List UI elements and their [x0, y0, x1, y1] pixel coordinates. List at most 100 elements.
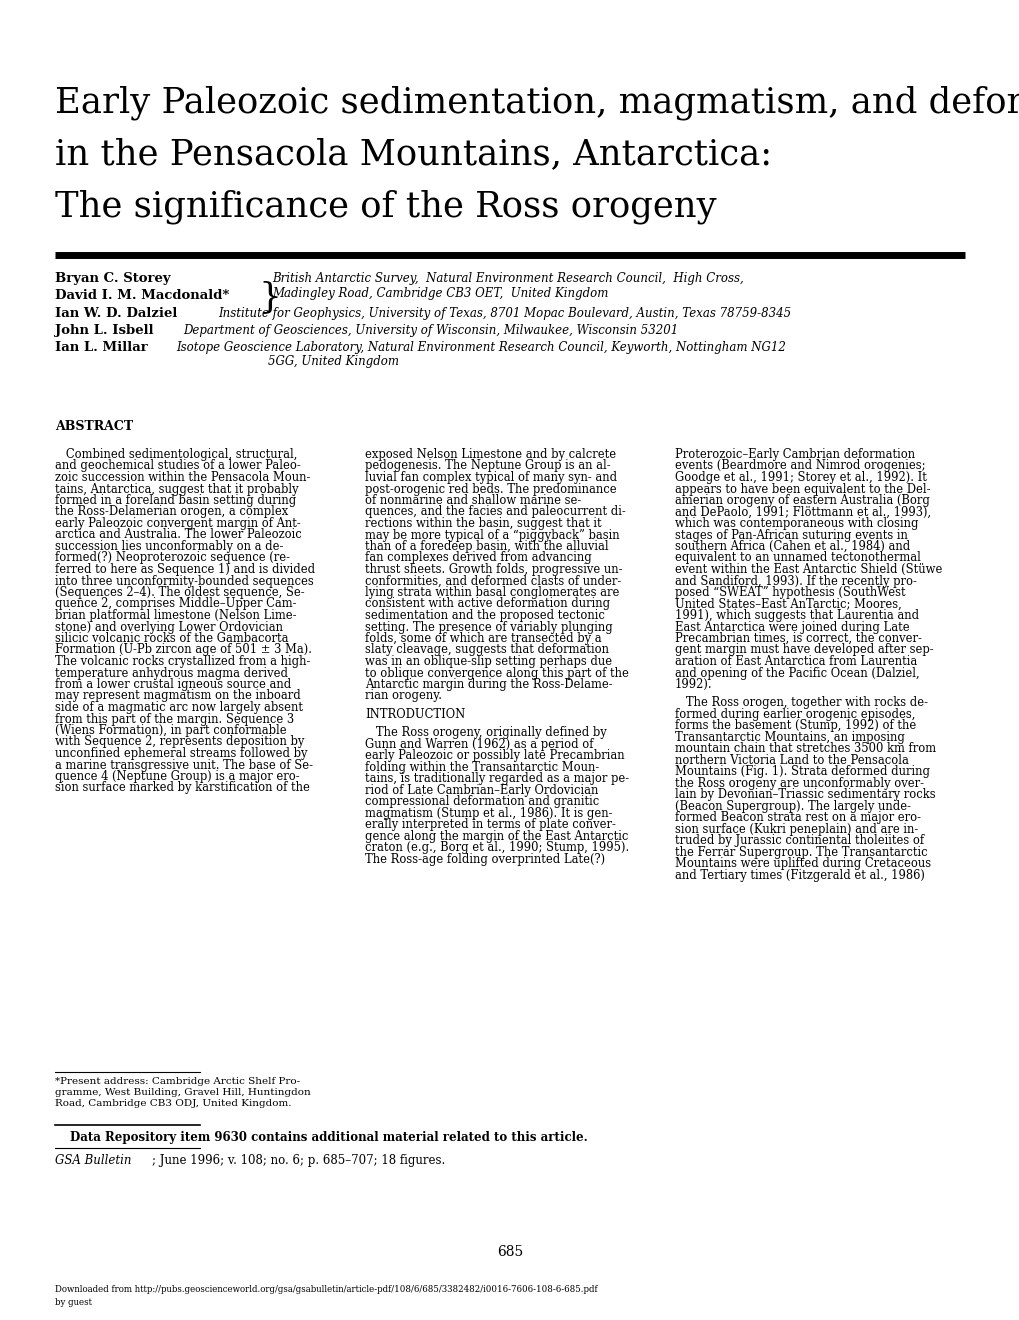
Text: truded by Jurassic continental tholeiites of: truded by Jurassic continental tholeiite… — [675, 834, 923, 847]
Text: British Antarctic Survey,  Natural Environment Research Council,  High Cross,: British Antarctic Survey, Natural Enviro… — [272, 272, 743, 285]
Text: post-orogenic red beds. The predominance: post-orogenic red beds. The predominance — [365, 483, 616, 495]
Text: tains, Antarctica, suggest that it probably: tains, Antarctica, suggest that it proba… — [55, 483, 299, 495]
Text: The Ross orogen, together with rocks de-: The Ross orogen, together with rocks de- — [675, 697, 927, 709]
Text: succession lies unconformably on a de-: succession lies unconformably on a de- — [55, 540, 283, 553]
Text: formed(?) Neoproterozoic sequence (re-: formed(?) Neoproterozoic sequence (re- — [55, 552, 289, 565]
Text: Downloaded from http://pubs.geoscienceworld.org/gsa/gsabulletin/article-pdf/108/: Downloaded from http://pubs.geosciencewo… — [55, 1284, 597, 1294]
Text: The Ross orogeny, originally defined by: The Ross orogeny, originally defined by — [365, 726, 606, 739]
Text: (Sequences 2–4). The oldest sequence, Se-: (Sequences 2–4). The oldest sequence, Se… — [55, 586, 305, 599]
Text: brian platformal limestone (Nelson Lime-: brian platformal limestone (Nelson Lime- — [55, 609, 297, 622]
Text: erally interpreted in terms of plate conver-: erally interpreted in terms of plate con… — [365, 818, 615, 832]
Text: exposed Nelson Limestone and by calcrete: exposed Nelson Limestone and by calcrete — [365, 447, 615, 461]
Text: John L. Isbell: John L. Isbell — [55, 323, 154, 337]
Text: northern Victoria Land to the Pensacola: northern Victoria Land to the Pensacola — [675, 754, 908, 767]
Text: early Paleozoic convergent margin of Ant-: early Paleozoic convergent margin of Ant… — [55, 517, 301, 531]
Text: The Ross-age folding overprinted Late(?): The Ross-age folding overprinted Late(?) — [365, 853, 604, 866]
Text: silicic volcanic rocks of the Gambacorta: silicic volcanic rocks of the Gambacorta — [55, 632, 288, 645]
Text: the Ross-Delamerian orogen, a complex: the Ross-Delamerian orogen, a complex — [55, 506, 288, 519]
Text: gence along the margin of the East Antarctic: gence along the margin of the East Antar… — [365, 830, 628, 842]
Text: was in an oblique-slip setting perhaps due: was in an oblique-slip setting perhaps d… — [365, 655, 611, 668]
Text: Institute for Geophysics, University of Texas, 8701 Mopac Boulevard, Austin, Tex: Institute for Geophysics, University of … — [218, 308, 791, 319]
Text: appears to have been equivalent to the Del-: appears to have been equivalent to the D… — [675, 483, 929, 495]
Text: Proterozoic–Early Cambrian deformation: Proterozoic–Early Cambrian deformation — [675, 447, 914, 461]
Text: from a lower crustal igneous source and: from a lower crustal igneous source and — [55, 678, 291, 690]
Text: Isotope Geoscience Laboratory, Natural Environment Research Council, Keyworth, N: Isotope Geoscience Laboratory, Natural E… — [176, 341, 785, 354]
Text: Ian L. Millar: Ian L. Millar — [55, 341, 148, 354]
Text: The significance of the Ross orogeny: The significance of the Ross orogeny — [55, 189, 716, 223]
Text: quences, and the facies and paleocurrent di-: quences, and the facies and paleocurrent… — [365, 506, 625, 519]
Text: David I. M. Macdonald*: David I. M. Macdonald* — [55, 289, 229, 302]
Text: (Wiens Formation), in part conformable: (Wiens Formation), in part conformable — [55, 723, 286, 737]
Text: Antarctic margin during the Ross-Delame-: Antarctic margin during the Ross-Delame- — [365, 678, 612, 690]
Text: side of a magmatic arc now largely absent: side of a magmatic arc now largely absen… — [55, 701, 303, 714]
Text: sion surface (Kukri peneplain) and are in-: sion surface (Kukri peneplain) and are i… — [675, 822, 917, 836]
Text: Data Repository item 9630 contains additional material related to this article.: Data Repository item 9630 contains addit… — [70, 1131, 587, 1144]
Text: 1991), which suggests that Laurentia and: 1991), which suggests that Laurentia and — [675, 609, 918, 622]
Text: with Sequence 2, represents deposition by: with Sequence 2, represents deposition b… — [55, 735, 304, 748]
Text: }: } — [258, 280, 280, 314]
Text: consistent with active deformation during: consistent with active deformation durin… — [365, 598, 609, 610]
Text: unconfined ephemeral streams followed by: unconfined ephemeral streams followed by — [55, 747, 307, 760]
Text: quence 4 (Neptune Group) is a major ero-: quence 4 (Neptune Group) is a major ero- — [55, 770, 300, 783]
Text: 5GG, United Kingdom: 5GG, United Kingdom — [268, 355, 398, 368]
Text: Combined sedimentological, structural,: Combined sedimentological, structural, — [55, 447, 298, 461]
Text: the Ross orogeny are unconformably over-: the Ross orogeny are unconformably over- — [675, 777, 923, 789]
Text: ferred to here as Sequence 1) and is divided: ferred to here as Sequence 1) and is div… — [55, 564, 315, 576]
Text: forms the basement (Stump, 1992) of the: forms the basement (Stump, 1992) of the — [675, 719, 915, 733]
Text: may represent magmatism on the inboard: may represent magmatism on the inboard — [55, 689, 301, 702]
Text: Road, Cambridge CB3 ODJ, United Kingdom.: Road, Cambridge CB3 ODJ, United Kingdom. — [55, 1100, 291, 1107]
Text: southern Africa (Cahen et al., 1984) and: southern Africa (Cahen et al., 1984) and — [675, 540, 909, 553]
Text: posed “SWEAT” hypothesis (SouthWest: posed “SWEAT” hypothesis (SouthWest — [675, 586, 905, 599]
Text: early Paleozoic or possibly late Precambrian: early Paleozoic or possibly late Precamb… — [365, 750, 624, 762]
Text: equivalent to an unnamed tectonothermal: equivalent to an unnamed tectonothermal — [675, 552, 920, 565]
Text: INTRODUCTION: INTRODUCTION — [365, 708, 465, 721]
Text: lying strata within basal conglomerates are: lying strata within basal conglomerates … — [365, 586, 619, 599]
Text: setting. The presence of variably plunging: setting. The presence of variably plungi… — [365, 620, 612, 634]
Text: craton (e.g., Borg et al., 1990; Stump, 1995).: craton (e.g., Borg et al., 1990; Stump, … — [365, 841, 629, 854]
Text: Bryan C. Storey: Bryan C. Storey — [55, 272, 170, 285]
Text: pedogenesis. The Neptune Group is an al-: pedogenesis. The Neptune Group is an al- — [365, 459, 610, 473]
Text: The volcanic rocks crystallized from a high-: The volcanic rocks crystallized from a h… — [55, 655, 310, 668]
Text: formed during earlier orogenic episodes,: formed during earlier orogenic episodes, — [675, 708, 914, 721]
Text: from this part of the margin. Sequence 3: from this part of the margin. Sequence 3 — [55, 713, 293, 726]
Text: than of a foredeep basin, with the alluvial: than of a foredeep basin, with the alluv… — [365, 540, 608, 553]
Text: Precambrian times, is correct, the conver-: Precambrian times, is correct, the conve… — [675, 632, 921, 645]
Text: Formation (U-Pb zircon age of 501 ± 3 Ma).: Formation (U-Pb zircon age of 501 ± 3 Ma… — [55, 644, 312, 656]
Text: quence 2, comprises Middle–Upper Cam-: quence 2, comprises Middle–Upper Cam- — [55, 598, 297, 610]
Text: and Sandiford, 1993). If the recently pro-: and Sandiford, 1993). If the recently pr… — [675, 574, 916, 587]
Text: tains, is traditionally regarded as a major pe-: tains, is traditionally regarded as a ma… — [365, 772, 629, 785]
Text: a marine transgressive unit. The base of Se-: a marine transgressive unit. The base of… — [55, 759, 313, 771]
Text: event within the East Antarctic Shield (Stüwe: event within the East Antarctic Shield (… — [675, 564, 942, 576]
Text: Gunn and Warren (1962) as a period of: Gunn and Warren (1962) as a period of — [365, 738, 593, 751]
Text: folds, some of which are transected by a: folds, some of which are transected by a — [365, 632, 601, 645]
Text: ; June 1996; v. 108; no. 6; p. 685–707; 18 figures.: ; June 1996; v. 108; no. 6; p. 685–707; … — [152, 1154, 445, 1167]
Text: Ian W. D. Dalziel: Ian W. D. Dalziel — [55, 308, 177, 319]
Text: folding within the Transantarctic Moun-: folding within the Transantarctic Moun- — [365, 760, 599, 774]
Text: slaty cleavage, suggests that deformation: slaty cleavage, suggests that deformatio… — [365, 644, 608, 656]
Text: events (Beardmore and Nimrod orogenies;: events (Beardmore and Nimrod orogenies; — [675, 459, 924, 473]
Text: to oblique convergence along this part of the: to oblique convergence along this part o… — [365, 667, 629, 680]
Text: of nonmarine and shallow marine se-: of nonmarine and shallow marine se- — [365, 494, 581, 507]
Text: sedimentation and the proposed tectonic: sedimentation and the proposed tectonic — [365, 609, 604, 622]
Text: sion surface marked by karstification of the: sion surface marked by karstification of… — [55, 781, 310, 795]
Text: 685: 685 — [496, 1245, 523, 1259]
Text: (Beacon Supergroup). The largely unde-: (Beacon Supergroup). The largely unde- — [675, 800, 910, 813]
Text: rections within the basin, suggest that it: rections within the basin, suggest that … — [365, 517, 601, 531]
Text: Mountains (Fig. 1). Strata deformed during: Mountains (Fig. 1). Strata deformed duri… — [675, 766, 929, 779]
Text: GSA Bulletin: GSA Bulletin — [55, 1154, 131, 1167]
Text: luvial fan complex typical of many syn- and: luvial fan complex typical of many syn- … — [365, 471, 616, 484]
Text: by guest: by guest — [55, 1298, 92, 1307]
Text: temperature anhydrous magma derived: temperature anhydrous magma derived — [55, 667, 287, 680]
Text: Department of Geosciences, University of Wisconsin, Milwaukee, Wisconsin 53201: Department of Geosciences, University of… — [182, 323, 678, 337]
Text: *Present address: Cambridge Arctic Shelf Pro-: *Present address: Cambridge Arctic Shelf… — [55, 1077, 300, 1086]
Text: and opening of the Pacific Ocean (Dalziel,: and opening of the Pacific Ocean (Dalzie… — [675, 667, 919, 680]
Text: United States–East AnTarctic; Moores,: United States–East AnTarctic; Moores, — [675, 598, 901, 610]
Text: fan complexes derived from advancing: fan complexes derived from advancing — [365, 552, 591, 565]
Text: arctica and Australia. The lower Paleozoic: arctica and Australia. The lower Paleozo… — [55, 528, 302, 541]
Text: magmatism (Stump et al., 1986). It is gen-: magmatism (Stump et al., 1986). It is ge… — [365, 807, 611, 820]
Text: Early Paleozoic sedimentation, magmatism, and deformation: Early Paleozoic sedimentation, magmatism… — [55, 84, 1019, 120]
Text: stone) and overlying Lower Ordovician: stone) and overlying Lower Ordovician — [55, 620, 282, 634]
Text: conformities, and deformed clasts of under-: conformities, and deformed clasts of und… — [365, 574, 621, 587]
Text: Mountains were uplifted during Cretaceous: Mountains were uplifted during Cretaceou… — [675, 858, 930, 870]
Text: formed in a foreland basin setting during: formed in a foreland basin setting durin… — [55, 494, 296, 507]
